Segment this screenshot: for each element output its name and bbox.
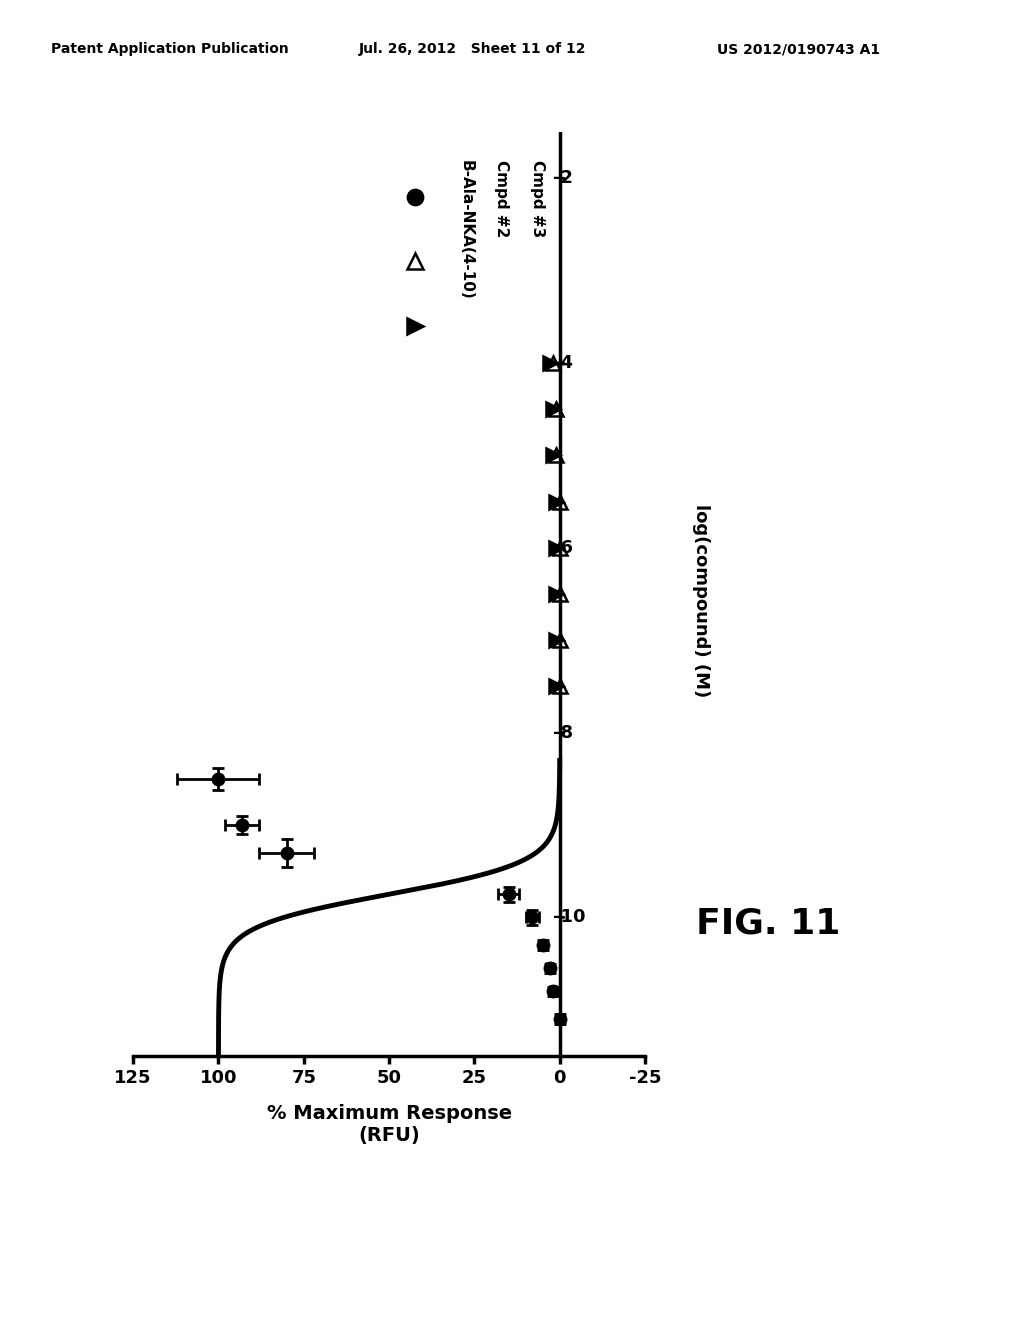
Text: FIG. 11: FIG. 11: [696, 907, 840, 941]
Text: B-Ala-NKA(4-10): B-Ala-NKA(4-10): [459, 160, 473, 300]
Text: -6: -6: [553, 539, 573, 557]
Text: Jul. 26, 2012   Sheet 11 of 12: Jul. 26, 2012 Sheet 11 of 12: [358, 42, 586, 57]
Text: -4: -4: [553, 354, 573, 372]
Text: -8: -8: [553, 723, 573, 742]
Text: log(compound) (M): log(compound) (M): [692, 504, 711, 697]
Text: Cmpd #2: Cmpd #2: [495, 160, 509, 238]
Text: -10: -10: [553, 908, 586, 927]
Text: Patent Application Publication: Patent Application Publication: [51, 42, 289, 57]
X-axis label: % Maximum Response
(RFU): % Maximum Response (RFU): [266, 1104, 512, 1144]
Text: -2: -2: [553, 169, 573, 187]
Text: US 2012/0190743 A1: US 2012/0190743 A1: [717, 42, 880, 57]
Text: Cmpd #3: Cmpd #3: [530, 160, 545, 238]
